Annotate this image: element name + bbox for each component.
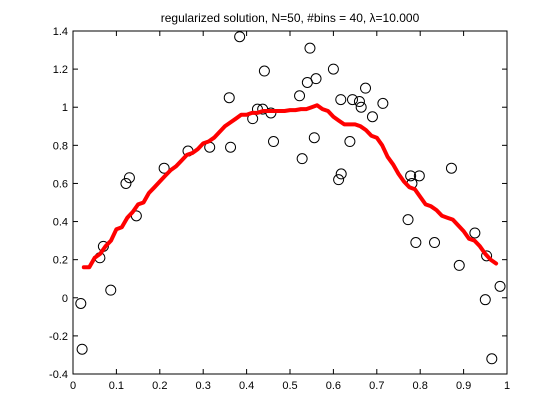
data-point bbox=[76, 343, 88, 355]
data-point bbox=[310, 73, 322, 85]
data-point bbox=[296, 153, 308, 165]
data-point bbox=[360, 82, 372, 94]
data-point bbox=[158, 162, 170, 174]
y-tick-label: 0 bbox=[62, 293, 68, 305]
x-tick-label: 1 bbox=[504, 380, 510, 392]
data-point bbox=[335, 168, 347, 180]
data-point bbox=[405, 170, 417, 182]
fit-line bbox=[81, 103, 499, 270]
x-tick-label: 0.4 bbox=[239, 380, 254, 392]
y-tick-label: 1.2 bbox=[53, 64, 68, 76]
data-point bbox=[479, 294, 491, 306]
y-tick-label: 1.4 bbox=[53, 26, 68, 38]
data-point bbox=[120, 177, 132, 189]
data-point bbox=[486, 353, 498, 365]
data-point bbox=[410, 237, 422, 249]
data-point bbox=[123, 172, 135, 184]
x-tick-label: 0.9 bbox=[456, 380, 471, 392]
x-tick-label: 0 bbox=[70, 380, 76, 392]
x-tick-label: 0.8 bbox=[413, 380, 428, 392]
x-tick-label: 0.3 bbox=[196, 380, 211, 392]
data-point bbox=[258, 65, 270, 77]
data-point bbox=[402, 214, 414, 226]
data-point bbox=[223, 92, 235, 104]
y-tick-label: 0.2 bbox=[53, 255, 68, 267]
data-point bbox=[234, 31, 246, 43]
data-point bbox=[308, 132, 320, 144]
chart-title: regularized solution, N=50, #bins = 40, … bbox=[161, 11, 420, 25]
data-point bbox=[355, 101, 367, 113]
data-point bbox=[377, 97, 389, 109]
data-point bbox=[494, 280, 506, 292]
data-point bbox=[469, 227, 481, 239]
data-point bbox=[75, 297, 87, 309]
data-point bbox=[453, 259, 465, 271]
data-point bbox=[105, 284, 117, 296]
y-tick-label: 0.6 bbox=[53, 178, 68, 190]
data-point bbox=[294, 90, 306, 102]
x-tick-label: 0.6 bbox=[326, 380, 341, 392]
y-tick-label: 1 bbox=[62, 102, 68, 114]
plot-area: 0 0.1 0.2 0.3 0.4 0.5 0.6 0.7 0.8 0.9 1 1.4 1.2 1 0.8 0… bbox=[49, 26, 510, 392]
x-tick-label: 0.7 bbox=[369, 380, 384, 392]
data-point bbox=[344, 136, 356, 148]
data-point bbox=[346, 94, 358, 106]
data-point bbox=[335, 94, 347, 106]
x-tick-label: 0.5 bbox=[282, 380, 297, 392]
y-tick-label: 0.8 bbox=[53, 140, 68, 152]
data-point bbox=[366, 111, 378, 123]
y-tick-label: 0.4 bbox=[53, 217, 68, 229]
y-tick-label: -0.2 bbox=[49, 331, 68, 343]
data-point bbox=[413, 170, 425, 182]
x-tick-label: 0.2 bbox=[152, 380, 167, 392]
data-point bbox=[333, 174, 345, 186]
y-tick-label: -0.4 bbox=[49, 369, 68, 381]
data-point bbox=[445, 162, 457, 174]
data-point bbox=[304, 42, 316, 54]
data-point bbox=[481, 250, 493, 262]
x-tick-label: 0.1 bbox=[109, 380, 124, 392]
data-point bbox=[327, 63, 339, 75]
data-point bbox=[429, 237, 441, 249]
data-point bbox=[225, 141, 237, 153]
data-point bbox=[353, 96, 365, 108]
data-point bbox=[268, 136, 280, 148]
